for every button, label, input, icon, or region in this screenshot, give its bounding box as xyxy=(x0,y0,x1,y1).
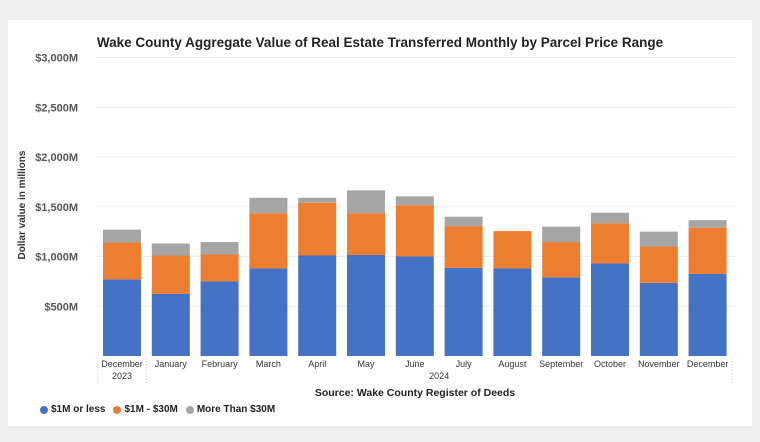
y-tick-label: $1,500M xyxy=(35,202,78,214)
legend-marker-icon xyxy=(113,405,122,414)
x-tick-label: April xyxy=(308,359,326,369)
bar-segment xyxy=(151,243,190,256)
bar-segment xyxy=(151,293,190,356)
y-axis-title: Dollar value in millions xyxy=(17,150,28,259)
bar-segment xyxy=(591,212,629,224)
x-tick-label: June xyxy=(405,359,425,369)
legend-label: $1M - $30M xyxy=(124,404,178,415)
bar-segment xyxy=(444,226,483,268)
bar-segment xyxy=(200,281,239,356)
bar-segment xyxy=(103,229,141,243)
bar-segment xyxy=(542,242,581,278)
x-tick-label: August xyxy=(498,359,527,369)
bar-segment xyxy=(542,277,581,356)
bar-segment xyxy=(298,202,337,256)
bar-segment xyxy=(395,256,434,356)
x-tick-label: May xyxy=(357,359,375,369)
bar-segment xyxy=(200,254,239,282)
bar-segment xyxy=(444,267,483,356)
bar-segment xyxy=(493,268,532,356)
legend: $1M or less $1M - $30M More Than $30M xyxy=(40,404,275,415)
x-tick-label: January xyxy=(155,359,188,369)
y-tick-label: $2,000M xyxy=(35,152,78,164)
bar-segment xyxy=(395,196,434,206)
x-tick-label: September xyxy=(539,359,583,369)
legend-item: More Than $30M xyxy=(185,404,276,415)
x-tick-label: December xyxy=(687,359,729,369)
bar-segment xyxy=(688,273,727,356)
bar-segment xyxy=(103,242,141,280)
x-tick-label: November xyxy=(638,359,680,369)
bar-segment xyxy=(591,263,629,356)
legend-marker-icon xyxy=(40,405,48,414)
x-tick-label: February xyxy=(202,359,239,369)
bar-segment xyxy=(688,220,727,228)
legend-label: More Than $30M xyxy=(196,404,276,415)
bar-segment xyxy=(493,231,532,269)
x-tick-label: July xyxy=(456,359,473,369)
bar-segment xyxy=(639,282,678,356)
bar-segment xyxy=(591,223,629,264)
y-tick-label: $500M xyxy=(44,301,78,313)
chart-source: Source: Wake County Register of Deeds xyxy=(314,387,516,399)
bar-segment xyxy=(639,246,678,283)
y-tick-label: $2,500M xyxy=(35,102,78,114)
bar-segment xyxy=(200,242,239,255)
bar-segment xyxy=(639,231,678,247)
x-tick-label: October xyxy=(594,359,626,369)
x-group-label: 2024 xyxy=(429,371,449,381)
bar-segment xyxy=(298,255,337,356)
y-tick-label: $3,000M xyxy=(35,53,78,65)
bar-segment xyxy=(347,255,385,356)
bar-segment xyxy=(249,268,288,356)
bar-segment xyxy=(249,213,288,269)
bar-segment xyxy=(395,205,434,257)
legend-label: $1M or less xyxy=(51,404,106,415)
legend-marker-icon xyxy=(185,405,194,414)
chart-title: Wake County Aggregate Value of Real Esta… xyxy=(96,35,664,50)
x-tick-label: March xyxy=(256,359,281,369)
x-group-label: 2023 xyxy=(112,371,132,381)
legend-item: $1M or less xyxy=(40,404,105,415)
bar-segment xyxy=(151,255,190,294)
bar-segment xyxy=(249,197,288,214)
y-tick-label: $1,000M xyxy=(35,252,78,264)
legend-item: $1M - $30M xyxy=(113,404,178,415)
x-tick-label: December xyxy=(101,359,143,369)
bar-segment xyxy=(347,190,385,214)
bar-segment xyxy=(298,197,337,203)
bar-segment xyxy=(542,226,581,243)
bar-segment xyxy=(103,279,141,356)
bar-segment xyxy=(444,216,483,227)
bar-segment xyxy=(688,227,727,274)
bar-segment xyxy=(347,213,385,256)
